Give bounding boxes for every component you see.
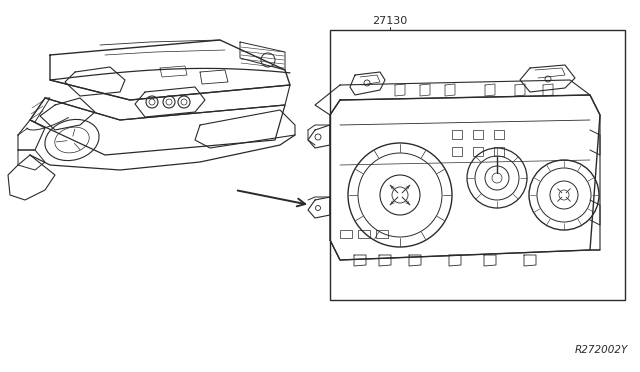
- Bar: [330, 30, 625, 300]
- Bar: [473, 130, 483, 139]
- Bar: [376, 230, 388, 238]
- Bar: [473, 147, 483, 156]
- Bar: [452, 130, 462, 139]
- Bar: [494, 147, 504, 156]
- Bar: [452, 147, 462, 156]
- Bar: [494, 130, 504, 139]
- Text: 27130: 27130: [372, 16, 408, 26]
- Text: R272002Y: R272002Y: [575, 345, 628, 355]
- Bar: [340, 230, 352, 238]
- Bar: [358, 230, 370, 238]
